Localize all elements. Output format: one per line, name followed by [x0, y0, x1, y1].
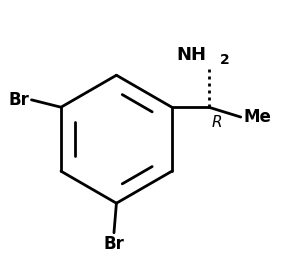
Text: Me: Me — [243, 108, 271, 126]
Text: R: R — [211, 115, 222, 130]
Text: Br: Br — [103, 235, 124, 253]
Text: 2: 2 — [220, 53, 229, 67]
Text: NH: NH — [176, 46, 206, 64]
Text: Br: Br — [8, 91, 29, 109]
